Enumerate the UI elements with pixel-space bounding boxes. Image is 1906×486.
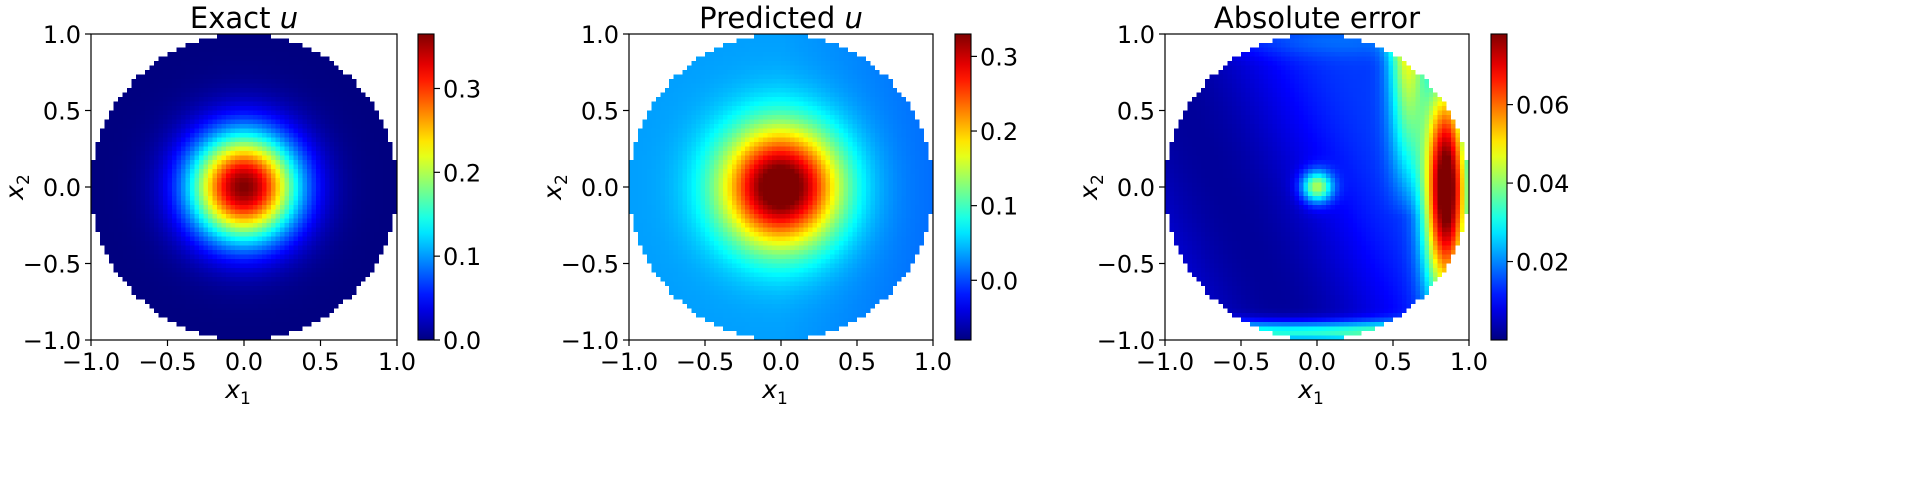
y-tick-label: 1.0 bbox=[581, 21, 619, 49]
chart-title-variable: u bbox=[270, 1, 298, 35]
colorbar bbox=[1490, 33, 1508, 341]
colorbar-tick-label: 0.1 bbox=[443, 243, 481, 271]
y-axis-label: x2 bbox=[538, 174, 572, 201]
y-tick-label: −0.5 bbox=[1097, 251, 1155, 279]
x-tick-label: 0.0 bbox=[762, 348, 800, 376]
colorbar-tick-label: 0.2 bbox=[980, 118, 1018, 146]
panel-2: −1.0 −0.5 0.0 0.5 1.0 −1.0 −0.5 0.0 0.5 1.0 Predic… bbox=[538, 1, 1018, 409]
colorbar-tick-label: 0.0 bbox=[443, 327, 481, 355]
y-tick-label: 0.5 bbox=[43, 98, 81, 126]
x-axis-label: x1 bbox=[761, 375, 788, 409]
heatmap-exact bbox=[91, 34, 397, 340]
chart-title-variable: u bbox=[835, 1, 863, 35]
y-tick-label: 0.0 bbox=[43, 174, 81, 202]
chart-title-text: Predicted bbox=[699, 1, 835, 35]
x-tick-label: −0.5 bbox=[676, 348, 734, 376]
colorbar-tick-label: 0.1 bbox=[980, 193, 1018, 221]
colorbar-tick-label: 0.0 bbox=[980, 267, 1018, 295]
x-tick-label: −1.0 bbox=[1136, 348, 1194, 376]
y-tick-label: 0.5 bbox=[581, 98, 619, 126]
x-tick-label: 1.0 bbox=[1450, 348, 1488, 376]
colorbar bbox=[954, 33, 972, 341]
panel-3: −1.0 −0.5 0.0 0.5 1.0 −1.0 −0.5 0.0 0.5 1.0 Absolu… bbox=[1074, 1, 1569, 409]
y-tick-label: 1.0 bbox=[43, 21, 81, 49]
x-tick-label: −1.0 bbox=[600, 348, 658, 376]
chart-title-text: Exact bbox=[190, 1, 271, 35]
colorbar-tick-label: 0.2 bbox=[443, 159, 481, 187]
x-tick-label: 1.0 bbox=[378, 348, 416, 376]
x-tick-label: 0.0 bbox=[225, 348, 263, 376]
y-tick-label: −1.0 bbox=[561, 327, 619, 355]
colorbar-tick-label: 0.04 bbox=[1516, 170, 1569, 198]
colorbar-tick-label: 0.3 bbox=[980, 43, 1018, 71]
y-tick-label: 1.0 bbox=[1117, 21, 1155, 49]
heatmap-abs_error bbox=[1165, 34, 1469, 340]
y-tick-label: 0.0 bbox=[581, 174, 619, 202]
colorbar-tick-label: 0.3 bbox=[443, 75, 481, 103]
colorbar-tick-label: 0.02 bbox=[1516, 249, 1569, 277]
x-tick-label: 0.5 bbox=[301, 348, 339, 376]
heatmap-predicted bbox=[629, 34, 933, 340]
y-tick-label: −1.0 bbox=[1097, 327, 1155, 355]
y-tick-label: −0.5 bbox=[561, 251, 619, 279]
y-axis-label: x2 bbox=[0, 174, 34, 201]
chart-title: Absolute error bbox=[1214, 1, 1420, 35]
y-tick-label: 0.5 bbox=[1117, 98, 1155, 126]
x-tick-label: −0.5 bbox=[1212, 348, 1270, 376]
chart-title: Predicted u bbox=[699, 1, 863, 35]
x-tick-label: 0.5 bbox=[838, 348, 876, 376]
x-axis-label: x1 bbox=[224, 375, 251, 409]
colorbar bbox=[417, 33, 435, 341]
x-tick-label: −1.0 bbox=[62, 348, 120, 376]
y-axis-label: x2 bbox=[1074, 174, 1108, 201]
panel-1: −1.0 −0.5 0.0 0.5 1.0 −1.0 −0.5 0.0 0.5 1.0 Exact … bbox=[0, 1, 481, 409]
chart-title-text: Absolute error bbox=[1214, 1, 1420, 35]
x-tick-label: −0.5 bbox=[138, 348, 196, 376]
y-tick-label: −1.0 bbox=[23, 327, 81, 355]
colorbar-tick-label: 0.06 bbox=[1516, 92, 1569, 120]
x-tick-label: 0.0 bbox=[1298, 348, 1336, 376]
x-tick-label: 1.0 bbox=[914, 348, 952, 376]
y-tick-label: −0.5 bbox=[23, 251, 81, 279]
chart-title: Exact u bbox=[190, 1, 298, 35]
x-axis-label: x1 bbox=[1297, 375, 1324, 409]
x-tick-label: 0.5 bbox=[1374, 348, 1412, 376]
y-tick-label: 0.0 bbox=[1117, 174, 1155, 202]
